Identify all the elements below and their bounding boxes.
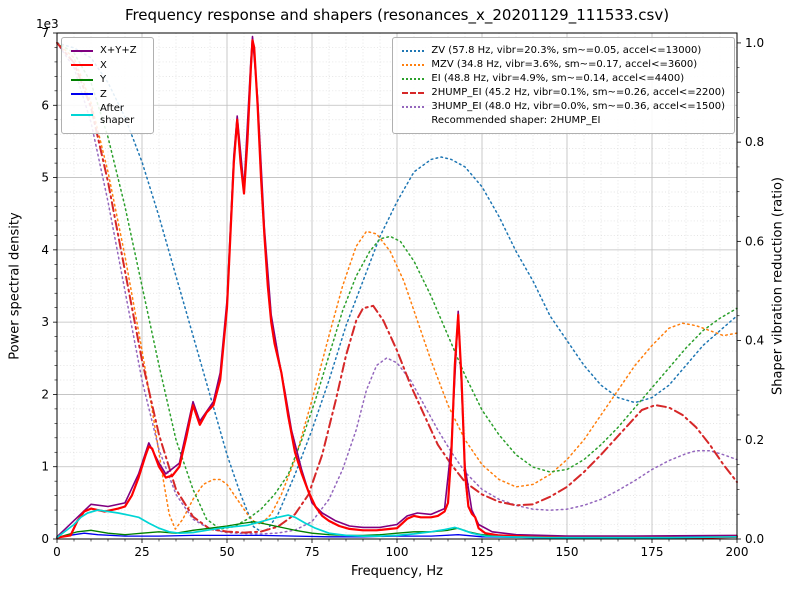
legend-label: X <box>100 59 107 71</box>
legend-item-3hump-ei: 3HUMP_EI (48.0 Hz, vibr=0.0%, sm~=0.36, … <box>402 101 725 112</box>
legend-item-z: Z <box>71 89 144 101</box>
ei-line-sample <box>402 77 425 80</box>
chart-title: Frequency response and shapers (resonanc… <box>124 6 670 24</box>
y-axis-left-label: Power spectral density <box>7 212 23 360</box>
legend-label: Y <box>100 74 107 85</box>
y-right-tick-label: 0.2 <box>745 433 764 447</box>
series-x <box>55 39 739 539</box>
axis-offset-text: 1e3 <box>36 17 59 31</box>
y-left-tick-label: 5 <box>41 171 49 185</box>
x-tick-label: 100 <box>386 545 409 559</box>
x-tick-label: 125 <box>471 545 494 559</box>
psd-legend: X+Y+Z X Y Z After shaper <box>61 37 154 134</box>
xyz-line-sample <box>71 49 93 52</box>
zv-line-sample <box>402 49 425 52</box>
3hump-ei-line-sample <box>402 105 425 108</box>
legend-item-ei: EI (48.8 Hz, vibr=4.9%, sm~=0.14, accel<… <box>402 73 725 84</box>
series-layer <box>55 35 739 539</box>
plot-frame <box>56 32 738 540</box>
x-line-sample <box>71 64 93 67</box>
x-tick-label: 175 <box>641 545 664 559</box>
legend-label: MZV (34.8 Hz, vibr=3.6%, sm~=0.17, accel… <box>431 59 698 70</box>
shapers-legend: ZV (57.8 Hz, vibr=20.3%, sm~=0.05, accel… <box>392 37 735 134</box>
y-left-tick-label: 3 <box>41 315 49 329</box>
legend-label: 2HUMP_EI (45.2 Hz, vibr=0.1%, sm~=0.26, … <box>431 87 725 98</box>
legend-label: 3HUMP_EI (48.0 Hz, vibr=0.0%, sm~=0.36, … <box>431 101 725 112</box>
legend-label: Z <box>100 88 107 100</box>
y-right-tick-label: 0.4 <box>745 334 764 348</box>
series-mzv <box>56 42 738 530</box>
y-axis-right-label: Shaper vibration reduction (ratio) <box>770 177 786 395</box>
y-left-tick-label: 7 <box>41 26 49 40</box>
x-tick-label: 200 <box>726 545 749 559</box>
legend-item-y: Y <box>71 74 144 86</box>
axis-layer: 0 25 50 75 100 125 150 175 200 0 1 2 3 4 5 6 7 0.0 0.2 0.4 0… <box>41 26 764 559</box>
y-line-sample <box>71 78 93 81</box>
y-right-tick-label: 0.6 <box>745 234 764 248</box>
y-left-tick-label: 6 <box>41 98 49 112</box>
y-right-tick-label: 1.0 <box>745 36 764 50</box>
series-hump3 <box>56 42 738 535</box>
y-right-tick-label: 0.0 <box>745 532 764 546</box>
2hump-ei-line-sample <box>402 91 425 94</box>
z-line-sample <box>71 93 93 96</box>
y-left-tick-label: 2 <box>41 387 49 401</box>
y-left-tick-label: 1 <box>41 460 49 474</box>
series-zv <box>56 42 738 533</box>
y-left-tick-label: 4 <box>41 243 49 257</box>
legend-item-2hump-ei: 2HUMP_EI (45.2 Hz, vibr=0.1%, sm~=0.26, … <box>402 87 725 98</box>
recommended-shaper-note: Recommended shaper: 2HUMP_EI <box>431 115 601 126</box>
legend-item-xyz: X+Y+Z <box>71 45 144 57</box>
legend-item-after-shaper: After shaper <box>71 103 144 126</box>
x-tick-label: 75 <box>304 545 319 559</box>
x-tick-label: 0 <box>53 545 61 559</box>
legend-label: EI (48.8 Hz, vibr=4.9%, sm~=0.14, accel<… <box>431 73 685 84</box>
legend-item-mzv: MZV (34.8 Hz, vibr=3.6%, sm~=0.17, accel… <box>402 59 725 70</box>
legend-label: X+Y+Z <box>100 45 137 56</box>
x-tick-label: 25 <box>134 545 149 559</box>
x-axis-label: Frequency, Hz <box>350 564 444 579</box>
after-shaper-line-sample <box>71 113 93 116</box>
x-tick-label: 150 <box>556 545 579 559</box>
legend-label: After shaper <box>100 103 135 126</box>
y-left-tick-label: 0 <box>41 532 49 546</box>
legend-item-x: X <box>71 60 144 72</box>
series-hump2 <box>56 41 738 534</box>
y-right-tick-label: 0.8 <box>745 135 764 149</box>
mzv-line-sample <box>402 63 425 66</box>
series-after <box>56 509 738 539</box>
legend-label: ZV (57.8 Hz, vibr=20.3%, sm~=0.05, accel… <box>431 45 702 56</box>
legend-item-zv: ZV (57.8 Hz, vibr=20.3%, sm~=0.05, accel… <box>402 45 725 56</box>
x-tick-label: 50 <box>219 545 234 559</box>
